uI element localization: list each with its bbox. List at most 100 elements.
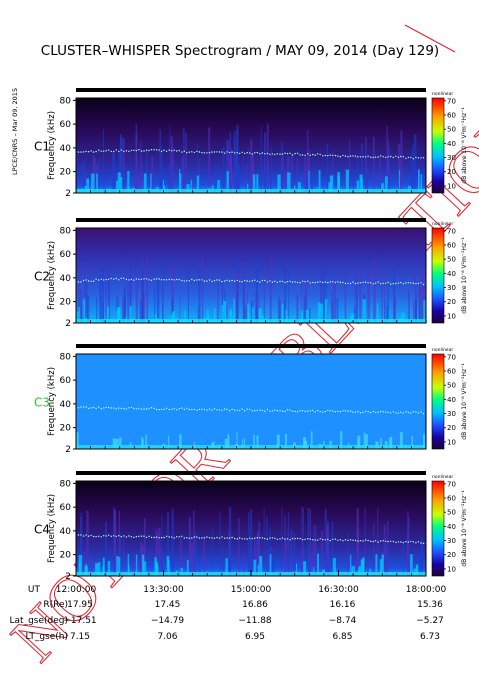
plasma-line-point: [274, 537, 276, 539]
plasma-line-point: [329, 154, 331, 156]
spectral-streak: [407, 289, 410, 323]
low-frequency-emission: [162, 180, 164, 193]
plasma-line-point: [208, 408, 211, 410]
plasma-line-point: [158, 149, 160, 151]
plasma-line-point: [405, 411, 407, 413]
low-frequency-emission: [357, 439, 360, 449]
plasma-line-point: [415, 542, 417, 544]
plasma-line-point: [390, 540, 392, 542]
low-frequency-emission: [277, 174, 281, 193]
plasma-line-point: [108, 278, 110, 280]
plasma-line-point: [362, 411, 364, 414]
panel-label: C2: [34, 270, 50, 284]
low-frequency-emission: [285, 433, 287, 449]
spectral-streak: [287, 530, 290, 576]
spectral-streak: [311, 169, 313, 193]
plasma-line-point: [143, 535, 145, 537]
plasma-line-point: [256, 280, 258, 282]
plasma-line-point: [291, 537, 294, 540]
spectral-streak: [407, 511, 409, 576]
plasma-line-point: [87, 407, 90, 410]
spectral-streak: [386, 159, 389, 193]
plasma-line-point: [307, 153, 309, 155]
plasma-line-point: [314, 539, 316, 541]
spectral-streak: [326, 142, 329, 193]
low-frequency-emission: [226, 171, 229, 193]
spectral-streak: [189, 532, 191, 576]
plasma-line-point: [294, 410, 296, 413]
spectral-streak: [100, 295, 102, 323]
panel-time-bar: [76, 88, 426, 92]
plasma-line-point: [395, 155, 397, 157]
low-frequency-emission: [233, 299, 235, 323]
plasma-line-point: [397, 156, 399, 158]
low-frequency-emission: [221, 305, 224, 323]
spectral-streak: [387, 141, 390, 193]
colorbar-tick-label: 30: [447, 154, 456, 162]
spectral-streak: [320, 265, 323, 323]
plasma-line-point: [196, 279, 198, 281]
spectral-streak: [320, 263, 322, 323]
colorbar-scale-label: nonlinear: [432, 474, 453, 480]
low-frequency-emission: [97, 562, 101, 576]
plasma-line-point: [223, 280, 226, 282]
low-frequency-emission: [305, 309, 309, 323]
low-frequency-emission: [85, 564, 87, 576]
low-frequency-emission: [308, 170, 310, 193]
plasma-line-point: [128, 407, 130, 409]
plasma-line-point: [103, 407, 105, 409]
plasma-line-point: [402, 412, 404, 414]
plasma-line-point: [125, 408, 128, 410]
y-axis-label: Frequency (kHz): [47, 241, 57, 310]
low-frequency-emission: [376, 303, 379, 323]
colorbar-label: dB above 10⁻⁸ V²m⁻²Hz⁻¹: [461, 237, 468, 314]
plasma-line-point: [246, 538, 248, 540]
plasma-line-point: [294, 152, 296, 155]
spectral-streak: [105, 521, 107, 576]
plasma-line-point: [193, 536, 195, 538]
plasma-line-point: [98, 535, 100, 537]
spectral-streak: [301, 506, 303, 576]
low-frequency-emission: [362, 557, 365, 576]
low-frequency-emission: [337, 175, 340, 193]
plasma-line-point: [347, 410, 349, 412]
plasma-line-point: [165, 407, 168, 409]
spectral-streak: [113, 150, 115, 193]
plasma-line-point: [422, 283, 425, 286]
plasma-line-point: [226, 408, 228, 411]
spectral-streak: [140, 141, 142, 193]
y-tick-label: 80: [60, 479, 72, 489]
plasma-line-point: [206, 280, 208, 282]
plasma-line-point: [203, 537, 206, 539]
spectral-streak: [270, 546, 273, 576]
plasma-line-point: [304, 410, 306, 413]
plasma-line-point: [301, 280, 304, 282]
spectral-streak: [187, 257, 189, 323]
spectral-streak: [307, 508, 310, 576]
spectral-streak: [387, 282, 389, 323]
plasma-line-point: [85, 406, 87, 408]
plasma-line-point: [115, 149, 118, 151]
colorbar-tick-label: 10: [447, 312, 456, 320]
spectral-streak: [256, 554, 259, 576]
plasma-line-point: [397, 282, 399, 284]
plasma-line-point: [337, 155, 339, 157]
colorbar-tick-label: 60: [447, 242, 456, 250]
plasma-line-point: [382, 540, 384, 542]
ephemeris-value: 17.95: [67, 600, 93, 610]
low-frequency-emission: [127, 554, 130, 576]
plasma-line-point: [150, 536, 153, 539]
low-frequency-emission: [196, 175, 200, 193]
plasma-line-point: [241, 281, 243, 283]
spectral-streak: [418, 551, 421, 576]
spectral-streak: [135, 134, 138, 193]
plasma-line-point: [231, 151, 233, 153]
plasma-line-point: [216, 151, 218, 153]
y-tick-label: 80: [60, 352, 72, 362]
low-frequency-emission: [361, 560, 364, 576]
spectral-streak: [80, 517, 82, 576]
plasma-line-point: [339, 539, 342, 541]
ephemeris-value: −17.51: [63, 616, 96, 626]
spectral-streak: [159, 129, 162, 193]
